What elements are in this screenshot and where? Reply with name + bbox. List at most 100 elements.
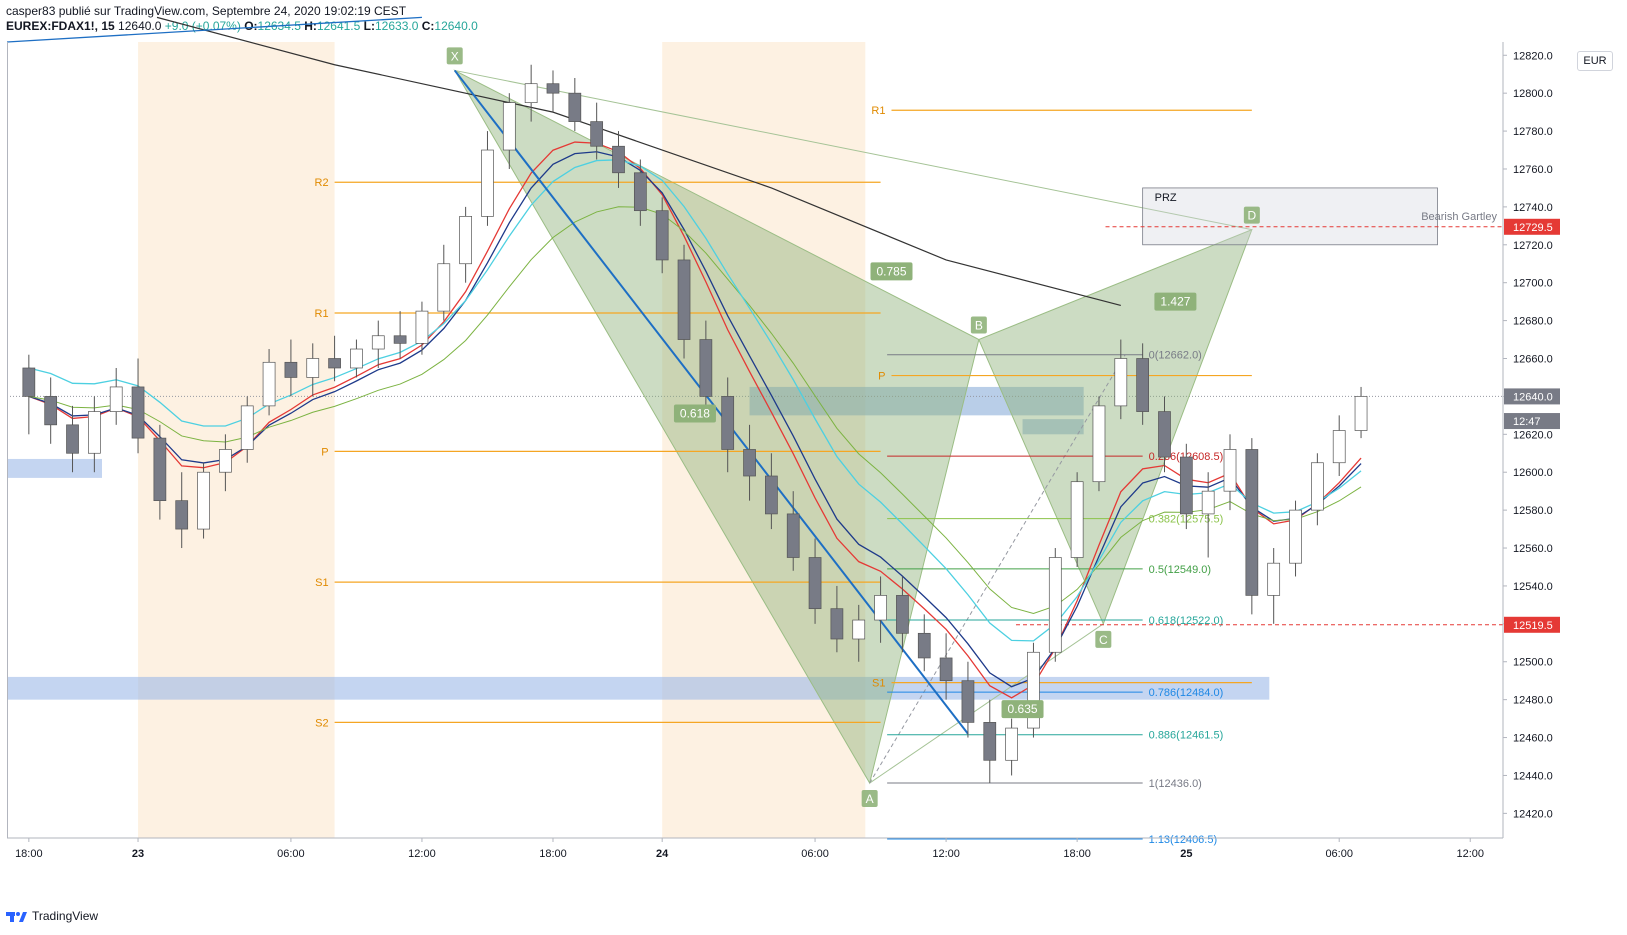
candle-body-61 bbox=[1354, 396, 1368, 431]
pattern-xd bbox=[454, 69, 1252, 231]
candle-body-4 bbox=[109, 386, 123, 412]
candle-body-42 bbox=[939, 657, 953, 682]
candle-body-20 bbox=[459, 216, 472, 265]
candle-body-56 bbox=[1245, 449, 1259, 596]
close-label: C: bbox=[421, 19, 435, 33]
price-tag-3 bbox=[1504, 616, 1560, 633]
candle-body-21 bbox=[481, 149, 494, 217]
candle-body-6 bbox=[153, 437, 167, 501]
publish-line: casper83 publié sur TradingView.com, Sep… bbox=[6, 4, 407, 18]
ratio-box-0 bbox=[673, 404, 716, 423]
candle-body-53 bbox=[1179, 456, 1193, 515]
point-label-C: C bbox=[1099, 633, 1108, 647]
candle-body-35 bbox=[786, 513, 800, 558]
ratio-box-2 bbox=[1001, 700, 1044, 719]
x-tick-label-3: 12:00 bbox=[408, 848, 436, 860]
candle-body-33 bbox=[743, 449, 756, 477]
candle-body-51 bbox=[1136, 358, 1150, 412]
point-label-X: X bbox=[451, 49, 459, 63]
candle-body-36 bbox=[808, 557, 822, 610]
fib-trend-line bbox=[869, 354, 1126, 784]
y-tick-label-13: 12660.0 bbox=[1513, 354, 1553, 366]
ratio-box-3 bbox=[1154, 292, 1197, 311]
candle-body-38 bbox=[852, 619, 866, 640]
prz-label: PRZ bbox=[1155, 192, 1177, 204]
point-label-A: A bbox=[866, 792, 874, 806]
y-tick-label-15: 12700.0 bbox=[1513, 278, 1553, 290]
candle-body-12 bbox=[284, 361, 298, 378]
candle-body-39 bbox=[874, 595, 887, 621]
ma-long-line bbox=[156, 16, 1121, 307]
ratio-label-3: 1.427 bbox=[1160, 295, 1190, 309]
price-tag-0 bbox=[1504, 218, 1560, 235]
candle-body-22 bbox=[502, 102, 516, 151]
zone-left bbox=[7, 458, 102, 478]
y-tick-label-18: 12760.0 bbox=[1513, 164, 1553, 176]
candle-body-29 bbox=[655, 210, 669, 261]
fib-label-0: 0(12662.0) bbox=[1149, 350, 1202, 362]
ratio-label-0: 0.618 bbox=[680, 406, 710, 420]
footer: TradingView bbox=[6, 909, 98, 923]
candle-body-11 bbox=[262, 361, 276, 407]
pattern-name: Bearish Gartley bbox=[1421, 211, 1497, 223]
pivot-label-5: S1 bbox=[872, 678, 885, 690]
last-price: 12640.0 bbox=[118, 19, 162, 33]
pattern-bcd bbox=[978, 228, 1253, 626]
ratio-box-1 bbox=[870, 262, 913, 281]
trendline-down bbox=[453, 69, 969, 735]
point-box-D bbox=[1243, 206, 1260, 224]
candle-body-48 bbox=[1070, 481, 1084, 558]
pivot-label-7: R1 bbox=[315, 308, 329, 320]
candle-body-24 bbox=[546, 83, 560, 94]
pivot-label-0: R1 bbox=[871, 105, 885, 117]
y-tick-label-4: 12480.0 bbox=[1513, 695, 1553, 707]
y-tick-label-11: 12620.0 bbox=[1513, 429, 1553, 441]
price-tag-label-1: 12640.0 bbox=[1513, 391, 1553, 403]
candle-body-37 bbox=[830, 608, 844, 640]
y-tick-label-5: 12500.0 bbox=[1513, 657, 1553, 669]
fib-label-6: 0.886(12461.5) bbox=[1149, 730, 1224, 742]
candle-body-52 bbox=[1158, 411, 1171, 458]
close-value: 12640.0 bbox=[434, 19, 478, 33]
candle-body-58 bbox=[1289, 509, 1302, 564]
pivot-label-2: P bbox=[878, 371, 885, 383]
candle-body-15 bbox=[350, 348, 363, 369]
pivot-label-1: R2 bbox=[315, 177, 329, 189]
candle-body-19 bbox=[437, 263, 451, 312]
candle-body-5 bbox=[131, 386, 145, 439]
open-label: O: bbox=[244, 19, 258, 33]
price-tag-label-2: 12:47 bbox=[1513, 416, 1541, 428]
fib-label-7: 1(12436.0) bbox=[1149, 778, 1202, 790]
fib-label-5: 0.786(12484.0) bbox=[1149, 687, 1224, 699]
candle-body-2 bbox=[66, 424, 79, 454]
y-tick-label-14: 12680.0 bbox=[1513, 316, 1553, 328]
candle-body-9 bbox=[219, 449, 232, 473]
y-tick-label-21: 12820.0 bbox=[1513, 50, 1553, 62]
candle-body-18 bbox=[415, 310, 429, 344]
candle-body-3 bbox=[88, 411, 101, 454]
prz-box bbox=[1142, 187, 1438, 246]
pattern-xab bbox=[453, 69, 980, 785]
candle-body-47 bbox=[1048, 557, 1062, 653]
candle-body-25 bbox=[568, 92, 582, 122]
price-tag-1 bbox=[1504, 388, 1560, 405]
candle-body-16 bbox=[371, 335, 385, 350]
y-tick-label-7: 12540.0 bbox=[1513, 581, 1553, 593]
currency-button[interactable]: EUR bbox=[1577, 51, 1613, 71]
x-tick-label-1: 23 bbox=[132, 848, 144, 860]
point-label-D: D bbox=[1248, 209, 1257, 223]
candle-body-14 bbox=[328, 358, 341, 369]
candle-body-0 bbox=[22, 367, 36, 397]
x-tick-label-11: 12:00 bbox=[1456, 848, 1484, 860]
point-box-A bbox=[861, 790, 878, 808]
ohlc-line: EUREX:FDAX1!, 15 12640.0 +9.0 (+0.07%) O… bbox=[6, 19, 478, 34]
candle-body-17 bbox=[393, 335, 407, 344]
candle-body-10 bbox=[240, 405, 254, 450]
zone-mid-2 bbox=[1022, 419, 1084, 435]
point-box-B bbox=[970, 316, 987, 334]
candle-body-41 bbox=[917, 632, 931, 659]
price-tag-label-0: 12729.5 bbox=[1513, 222, 1553, 234]
price-tag-label-3: 12519.5 bbox=[1513, 620, 1553, 632]
candle-body-40 bbox=[896, 595, 909, 634]
